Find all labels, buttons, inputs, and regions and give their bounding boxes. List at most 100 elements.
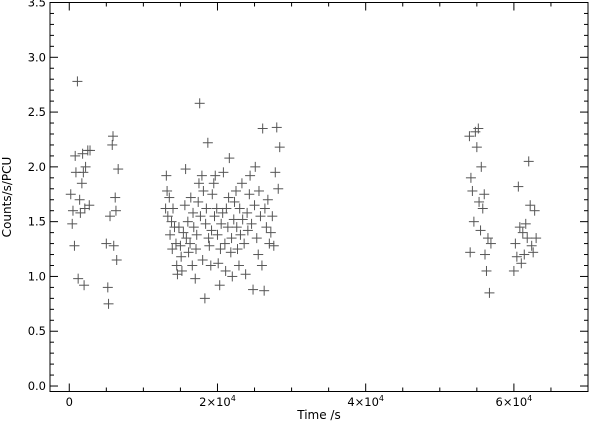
data-point [474,196,485,207]
data-point [270,167,281,178]
data-point [465,247,476,258]
data-point [508,265,519,276]
data-point [485,238,496,249]
data-point [183,247,194,258]
data-point [261,222,272,233]
data-point [235,229,246,240]
data-point [101,238,112,249]
y-tick-label: 2.5 [28,105,46,119]
data-point [528,247,539,258]
data-point [175,240,186,251]
data-point [249,200,260,211]
data-point [467,185,478,196]
data-point [225,247,236,258]
data-point [255,211,266,222]
data-point [476,161,487,172]
data-point [239,238,250,249]
data-point [523,156,534,167]
x-tick-label: 0 [66,395,73,409]
data-point [219,238,230,249]
data-point [76,178,87,189]
data-point [165,229,176,240]
data-point [162,211,173,222]
y-tick-label: 0.0 [28,379,46,393]
data-point [207,189,218,200]
data-point [166,216,177,227]
data-point [212,229,223,240]
data-point [525,200,536,211]
data-point [197,255,208,266]
data-point [191,229,202,240]
data-point [216,218,227,229]
y-tick-label: 1.5 [28,215,46,229]
data-point [185,192,196,203]
data-point [200,218,211,229]
data-point [185,238,196,249]
data-point [107,131,118,142]
data-point [215,244,226,255]
data-point [465,172,476,183]
data-point [516,258,527,269]
data-point [170,238,181,249]
data-point [67,205,78,216]
data-point [482,233,493,244]
x-tick-label: 4×104 [347,394,384,409]
y-axis-label: Counts/s/PCU [0,157,14,238]
data-point [173,222,184,233]
data-point [74,194,85,205]
data-point [475,225,486,236]
data-point [108,240,119,251]
x-axis-label: Time /s [296,408,340,422]
data-point [208,178,219,189]
data-point [202,137,213,148]
data-point [519,249,530,260]
data-point [262,194,273,205]
data-point [176,265,187,276]
data-point [194,98,205,109]
data-point [259,203,270,214]
data-point [231,222,242,233]
data-point [113,164,124,175]
data-point [226,233,237,244]
data-point [107,139,118,150]
data-point [198,185,209,196]
data-point [162,185,173,196]
y-tick-label: 2.0 [28,160,46,174]
data-point [187,260,198,271]
data-point [273,183,284,194]
y-tick-label: 3.0 [28,50,46,64]
data-point [110,205,121,216]
data-point [484,287,495,298]
data-point [190,273,201,284]
data-point [188,222,199,233]
data-point [251,233,262,244]
data-point [73,273,84,284]
data-point [224,153,235,164]
data-point [242,225,253,236]
data-point [227,271,238,282]
data-point [210,170,221,181]
data-point [67,218,78,229]
data-point [267,211,278,222]
data-point [213,258,224,269]
data-point [70,150,81,161]
data-point [193,178,204,189]
data-point [171,260,182,271]
data-point [514,222,525,233]
data-point [513,181,524,192]
y-tick-label: 0.5 [28,324,46,338]
data-point [65,189,76,200]
data-point [218,167,229,178]
data-point [240,269,251,280]
data-point [228,214,239,225]
data-point [78,167,89,178]
data-point [253,249,264,260]
scatter-points [65,76,542,309]
data-point [510,238,521,249]
x-tick-label: 6×104 [496,394,533,409]
x-tick-label: 2×104 [199,394,236,409]
data-point [110,192,121,203]
data-point [221,203,232,214]
data-point [264,238,275,249]
